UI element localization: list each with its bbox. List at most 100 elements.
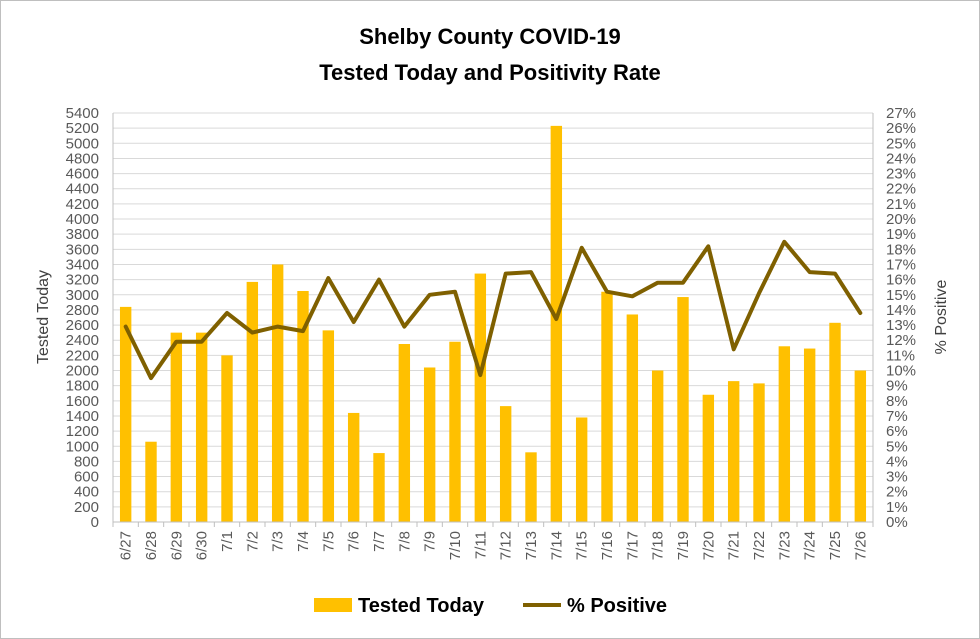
left-tick-label: 2400 [66,332,99,349]
x-tick-label: 7/16 [599,531,616,560]
x-tick-label: 7/14 [548,531,565,560]
right-tick-label: 14% [886,302,916,319]
bar-tested-today [550,125,563,523]
bar-tested-today [474,273,487,522]
left-tick-label: 4800 [66,150,99,167]
right-tick-label: 3% [886,469,908,486]
right-tick-label: 19% [886,226,916,243]
x-tick-label: 7/4 [295,531,312,552]
left-tick-label: 4200 [66,196,99,213]
left-tick-label: 1000 [66,438,99,455]
left-axis-title: Tested Today [35,270,52,364]
right-tick-label: 6% [886,423,908,440]
right-tick-label: 8% [886,393,908,410]
left-tick-label: 200 [74,499,99,516]
bar-tested-today [195,332,208,522]
x-tick-label: 7/5 [320,531,337,552]
x-tick-label: 7/8 [396,531,413,552]
right-tick-label: 13% [886,317,916,334]
right-tick-label: 22% [886,181,916,198]
right-tick-label: 5% [886,438,908,455]
x-tick-label: 7/2 [244,531,261,552]
right-tick-label: 20% [886,211,916,228]
left-tick-label: 3600 [66,241,99,258]
bar-tested-today [145,441,157,522]
bar-tested-today [575,417,588,522]
left-tick-label: 2600 [66,317,99,334]
x-tick-label: 7/26 [852,531,869,560]
bar-tested-today [803,348,816,522]
right-tick-label: 16% [886,272,916,289]
left-tick-label: 3200 [66,272,99,289]
x-tick-label: 7/3 [270,531,287,552]
right-tick-label: 9% [886,378,908,395]
right-tick-label: 27% [886,105,916,122]
bar-tested-today [170,332,183,522]
right-tick-label: 0% [886,514,908,531]
left-tick-label: 1600 [66,393,99,410]
right-tick-label: 10% [886,363,916,380]
right-tick-label: 23% [886,166,916,183]
bar-tested-today [221,355,233,522]
line-percent-positive [123,239,863,381]
x-tick-label: 7/19 [675,531,692,560]
left-tick-label: 800 [74,453,99,470]
right-tick-label: 4% [886,453,908,470]
bar-tested-today [271,264,284,522]
bar-tested-today [829,322,841,522]
bar-tested-today [246,281,259,522]
right-tick-label: 26% [886,120,916,137]
right-tick-label: 7% [886,408,908,425]
right-tick-label: 12% [886,332,916,349]
bar-series-tested-today [119,125,867,523]
x-tick-label: 7/24 [802,531,819,560]
x-tick-label: 7/15 [574,531,591,560]
x-tick-label: 7/10 [447,531,464,560]
left-tick-label: 0 [91,514,99,531]
x-tick-label: 7/6 [346,531,363,552]
right-axis-title: % Positive [933,280,950,355]
x-tick-label: 6/28 [143,531,160,560]
x-tick-label: 7/23 [776,531,793,560]
chart-title: Shelby County COVID-19 [359,24,621,49]
left-tick-label: 5000 [66,135,99,152]
right-tick-label: 15% [886,287,916,304]
left-tick-label: 3400 [66,256,99,273]
x-tick-label: 7/11 [472,531,489,559]
bar-tested-today [626,314,639,522]
bar-tested-today [499,406,512,522]
right-tick-label: 21% [886,196,916,213]
left-tick-label: 4000 [66,211,99,228]
left-tick-label: 2000 [66,363,99,380]
x-tick-label: 7/13 [523,531,540,560]
right-tick-label: 2% [886,484,908,501]
bar-tested-today [398,344,411,522]
bar-tested-today [373,453,385,522]
x-tick-label: 7/25 [827,531,844,560]
bar-tested-today [297,290,309,522]
chart-subtitle: Tested Today and Positivity Rate [319,60,660,85]
left-tick-label: 4400 [66,181,99,198]
left-tick-label: 5200 [66,120,99,137]
x-tick-label: 7/1 [219,531,236,552]
legend-label-percent-positive: % Positive [567,595,667,617]
line-series-percent-positive [123,239,863,381]
right-tick-label: 1% [886,499,908,516]
bar-tested-today [702,394,715,522]
x-tick-label: 7/7 [371,531,388,552]
bar-tested-today [423,367,436,522]
x-tick-label: 7/21 [726,531,743,560]
bar-tested-today [753,383,765,522]
right-tick-label: 25% [886,135,916,152]
left-tick-label: 1800 [66,378,99,395]
left-tick-label: 3000 [66,287,99,304]
bar-tested-today [601,291,613,522]
bar-tested-today [677,297,689,522]
right-tick-label: 18% [886,241,916,258]
right-tick-label: 24% [886,150,916,167]
right-tick-label: 17% [886,256,916,273]
left-tick-label: 2200 [66,347,99,364]
left-tick-label: 1400 [66,408,99,425]
left-tick-label: 3800 [66,226,99,243]
